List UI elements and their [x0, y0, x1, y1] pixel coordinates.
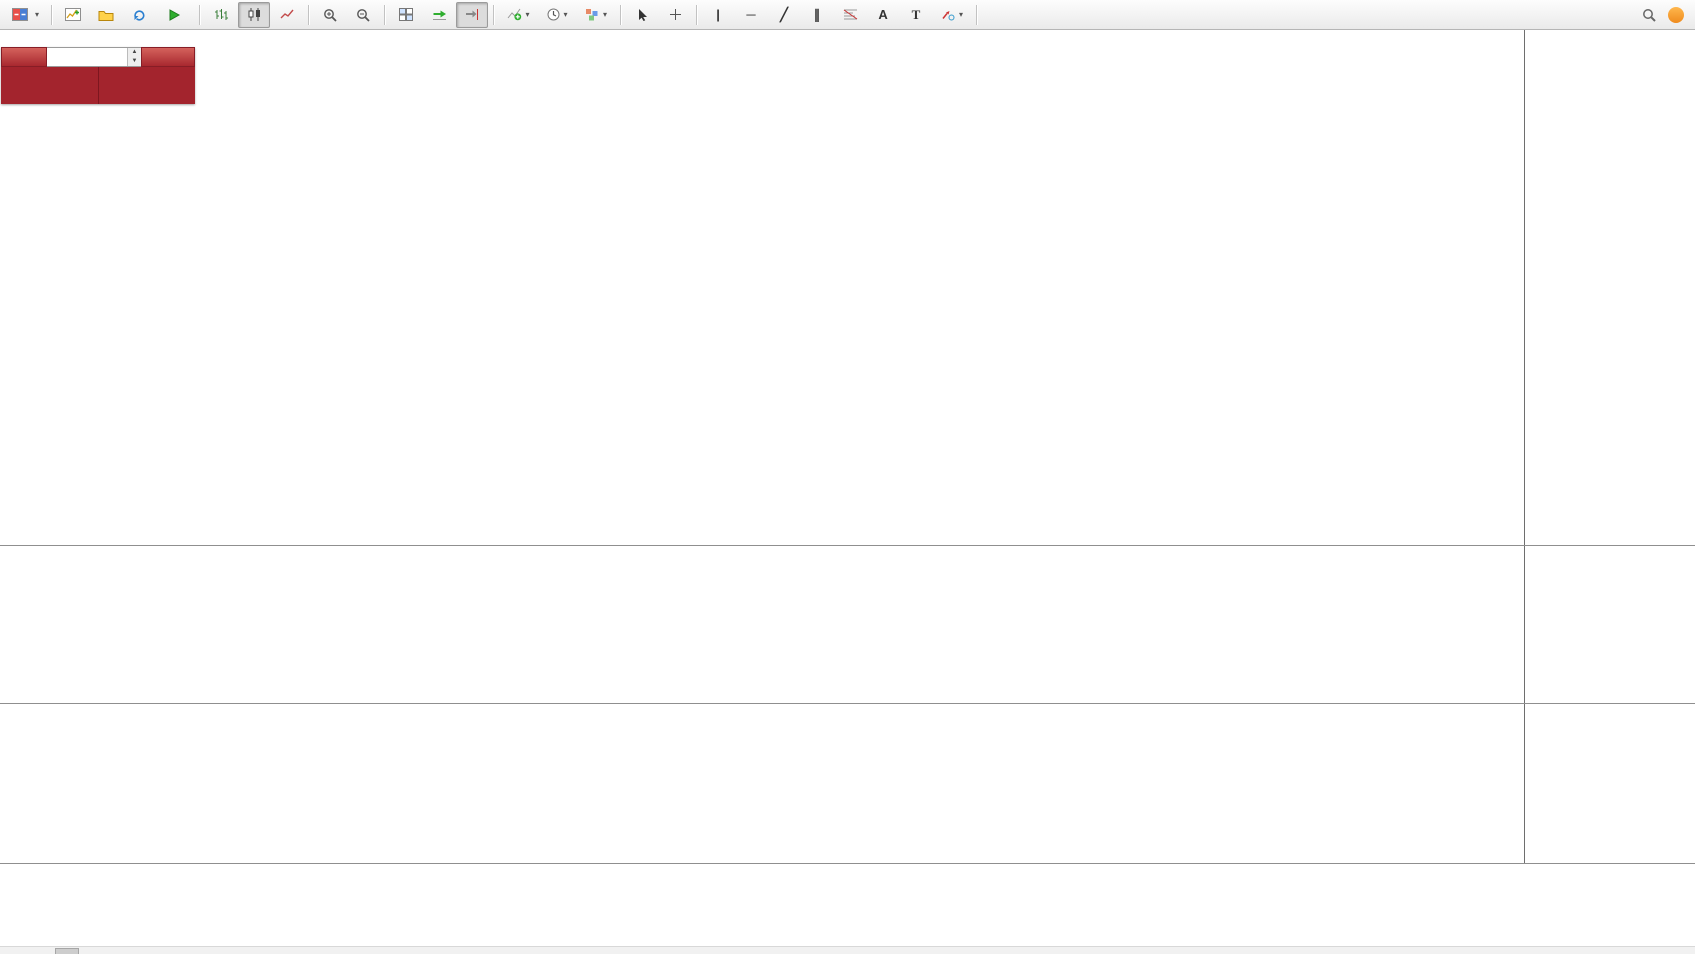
horizontal-scrollbar[interactable] — [0, 946, 1695, 954]
refresh-button[interactable] — [123, 2, 155, 28]
text-button[interactable]: A — [878, 7, 888, 22]
indicators-plus-icon — [507, 8, 521, 21]
cursor-button[interactable] — [626, 2, 658, 28]
notification-badge[interactable] — [1668, 6, 1684, 23]
autotrading-play-icon — [169, 8, 180, 21]
rsi-axis — [1524, 704, 1695, 863]
toolbar-separator — [308, 4, 310, 25]
bar-chart-button[interactable] — [205, 2, 237, 28]
toolbar-separator — [620, 4, 622, 25]
one-click-trading-panel: ▲ ▼ — [1, 47, 195, 104]
clock-icon — [547, 8, 559, 21]
trendline-button[interactable]: ╱ — [780, 6, 788, 22]
scrollbar-thumb[interactable] — [55, 948, 79, 954]
zoom-in-icon — [324, 8, 337, 22]
candlestick-icon — [248, 8, 260, 21]
price-axis — [1524, 30, 1695, 545]
buy-button[interactable] — [141, 47, 195, 67]
toolbar-separator — [199, 4, 201, 25]
one-click-sell-price[interactable] — [1, 67, 99, 104]
text-label-button[interactable]: T — [911, 6, 921, 22]
new-order-icon — [12, 8, 28, 21]
one-click-buy-price[interactable] — [99, 67, 196, 104]
chart-shift-button[interactable] — [456, 1, 489, 28]
horizontal-line-button[interactable]: ─ — [746, 7, 756, 22]
fibonacci-icon — [843, 9, 857, 20]
chevron-down-icon: ▾ — [563, 10, 568, 19]
tile-windows-icon — [399, 8, 414, 21]
chevron-down-icon: ▾ — [525, 10, 530, 19]
auto-scroll-icon — [432, 10, 446, 20]
fibonacci-button[interactable] — [834, 2, 866, 28]
new-chart-icon — [65, 8, 82, 21]
ohlc-bars-icon — [214, 9, 228, 20]
tile-windows-button[interactable] — [390, 2, 422, 28]
macd-axis — [1524, 546, 1695, 703]
toolbar-separator — [696, 4, 698, 25]
chart-shift-icon — [465, 9, 478, 20]
refresh-icon — [133, 10, 144, 21]
macd-label — [3, 548, 11, 559]
chevron-down-icon: ▾ — [603, 10, 608, 19]
new-chart-button[interactable] — [57, 2, 89, 28]
macd-indicator-panel — [0, 545, 1695, 703]
line-chart-button[interactable] — [271, 2, 303, 28]
chevron-down-icon: ▾ — [959, 10, 964, 19]
rsi-canvas[interactable] — [0, 704, 1524, 863]
templates-button[interactable]: ▾ — [577, 2, 615, 28]
chart-annotations-layer — [0, 30, 1524, 545]
crosshair-button[interactable] — [659, 2, 691, 28]
volume-decrease-button[interactable]: ▼ — [128, 57, 141, 66]
toolbar-separator — [51, 4, 53, 25]
macd-canvas[interactable] — [0, 546, 1524, 703]
sell-button[interactable] — [1, 47, 47, 67]
vertical-line-button[interactable]: | — [716, 7, 720, 22]
time-axis — [0, 863, 1695, 881]
zoom-in-button[interactable] — [314, 2, 346, 28]
new-order-button[interactable]: ▾ — [5, 2, 46, 28]
chevron-down-icon: ▾ — [35, 10, 40, 19]
volume-spinner: ▲ ▼ — [127, 48, 141, 66]
indicators-button[interactable]: ▾ — [499, 2, 537, 28]
volume-increase-button[interactable]: ▲ — [128, 48, 141, 57]
workspace-background — [0, 881, 1695, 946]
periods-button[interactable]: ▾ — [538, 2, 576, 28]
templates-icon — [586, 9, 598, 21]
arrows-button[interactable]: ▾ — [933, 2, 971, 28]
toolbar-separator — [493, 4, 495, 25]
zoom-out-icon — [357, 8, 370, 22]
search-icon — [1643, 8, 1656, 22]
channel-button[interactable]: ∥ — [813, 6, 821, 22]
profiles-button[interactable] — [90, 2, 122, 28]
auto-scroll-button[interactable] — [423, 2, 455, 28]
symbol-info — [6, 33, 12, 45]
one-click-prices-row — [1, 67, 195, 104]
one-click-controls-row: ▲ ▼ — [1, 47, 195, 67]
line-chart-icon — [280, 9, 294, 19]
toolbar-separator — [384, 4, 386, 25]
crosshair-icon — [669, 9, 681, 20]
autotrading-button[interactable] — [156, 2, 194, 28]
volume-field[interactable]: ▲ ▼ — [47, 47, 141, 67]
arrow-objects-icon — [942, 10, 955, 20]
rsi-label — [3, 706, 7, 717]
search-button[interactable] — [1633, 2, 1665, 28]
toolbar-separator — [976, 4, 978, 25]
candlestick-chart-button[interactable] — [238, 1, 271, 28]
rsi-indicator-panel — [0, 703, 1695, 863]
folder-icon — [98, 11, 114, 21]
main-toolbar: ▾ ▾ ▾ ▾ | ─ ╱ ∥ A T ▾ — [0, 0, 1695, 30]
price-chart-panel: ▲ ▼ — [0, 30, 1695, 545]
zoom-out-button[interactable] — [347, 2, 379, 28]
cursor-icon — [638, 9, 647, 21]
price-chart-canvas[interactable] — [0, 30, 1524, 545]
